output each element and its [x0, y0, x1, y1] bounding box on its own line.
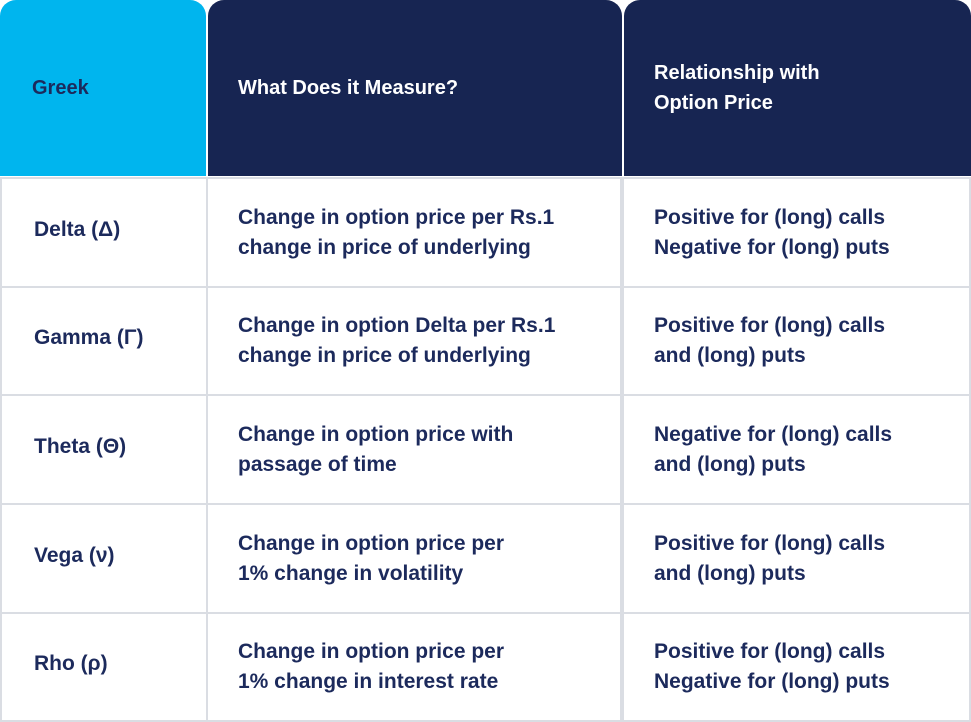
- table-cell: Rho (ρ): [0, 612, 208, 722]
- cell-line: passage of time: [238, 452, 397, 476]
- table-cell: Change in option price per 1% change in i…: [206, 612, 622, 722]
- table-cell: Positive for (long) calls and (long) puts: [622, 503, 971, 614]
- cell-text: Delta (Δ): [34, 217, 121, 241]
- cell-line: and (long) puts: [654, 452, 806, 476]
- cell-line: Relationship with: [654, 62, 820, 84]
- cell-line: Change in option price per: [238, 640, 505, 663]
- table-cell: Change in option price per 1% change in v…: [206, 503, 622, 614]
- cell-line: change in price of underlying: [238, 235, 531, 259]
- cell-line: Negative for (long) puts: [654, 670, 890, 693]
- cell-line: 1% change in volatility: [238, 561, 464, 585]
- cell-line: Positive for (long) calls: [654, 314, 886, 337]
- cell-text: Gamma (Γ): [34, 326, 144, 349]
- cell-text: Vega (ν): [34, 543, 115, 567]
- cell-line: Change in option price per Rs.1: [238, 205, 555, 229]
- cell-text: Theta (Θ): [34, 434, 127, 458]
- table-cell: Vega (ν): [0, 503, 208, 614]
- header-cell: What Does it Measure?: [208, 0, 622, 176]
- header-cell: Relationship with Option Price: [624, 0, 971, 176]
- cell-line: Change in option price with: [238, 422, 514, 446]
- cell-line: Change in option Delta per Rs.1: [238, 314, 556, 337]
- cell-line: Positive for (long) calls: [654, 640, 886, 663]
- cell-line: change in price of underlying: [238, 344, 531, 367]
- cell-line: Change in option price per: [238, 531, 505, 555]
- table-cell: Positive for (long) calls Negative for (l…: [622, 177, 971, 288]
- cell-line: and (long) puts: [654, 561, 806, 585]
- table-cell: Positive for (long) calls and (long) puts: [622, 286, 971, 396]
- cell-line: Positive for (long) calls: [654, 531, 886, 555]
- cell-line: Negative for (long) puts: [654, 235, 890, 259]
- cell-line: Positive for (long) calls: [654, 205, 886, 229]
- table-cell: Delta (Δ): [0, 177, 208, 288]
- table-cell: Change in option Delta per Rs.1 change in…: [206, 286, 622, 396]
- header-cell: Greek: [0, 0, 206, 176]
- cell-line: 1% change in interest rate: [238, 670, 499, 693]
- table-cell: Change in option price per Rs.1 change in…: [206, 177, 622, 288]
- cell-text: Greek: [32, 77, 89, 99]
- table-cell: Change in option price with passage of ti…: [206, 394, 622, 505]
- cell-text: What Does it Measure?: [238, 77, 459, 99]
- cell-line: Negative for (long) calls: [654, 422, 893, 446]
- table-cell: Theta (Θ): [0, 394, 208, 505]
- cell-line: and (long) puts: [654, 344, 806, 367]
- cell-line: Option Price: [654, 92, 773, 114]
- cell-text: Rho (ρ): [34, 652, 108, 675]
- table-cell: Positive for (long) calls Negative for (l…: [622, 612, 971, 722]
- table-cell: Gamma (Γ): [0, 286, 208, 396]
- table-cell: Negative for (long) calls and (long) puts: [622, 394, 971, 505]
